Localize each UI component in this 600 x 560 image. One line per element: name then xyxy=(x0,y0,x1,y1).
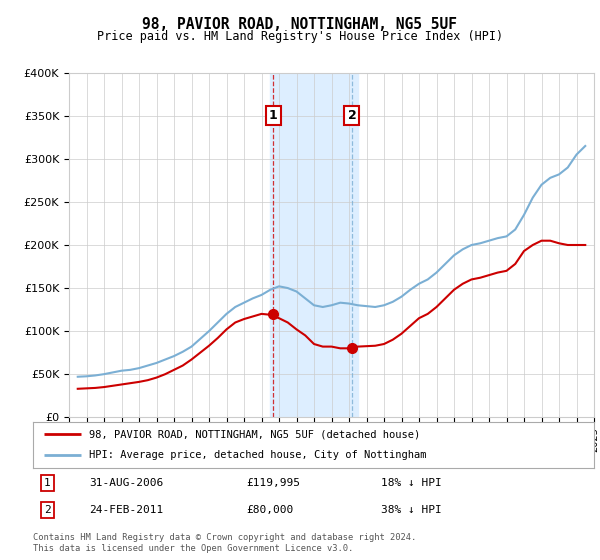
Text: 2: 2 xyxy=(44,505,50,515)
Text: 24-FEB-2011: 24-FEB-2011 xyxy=(89,505,163,515)
Text: £119,995: £119,995 xyxy=(246,478,300,488)
Text: 98, PAVIOR ROAD, NOTTINGHAM, NG5 5UF: 98, PAVIOR ROAD, NOTTINGHAM, NG5 5UF xyxy=(143,17,458,31)
Text: 2: 2 xyxy=(347,109,356,122)
Text: 1: 1 xyxy=(269,109,278,122)
Text: Price paid vs. HM Land Registry's House Price Index (HPI): Price paid vs. HM Land Registry's House … xyxy=(97,30,503,43)
Bar xyxy=(270,73,358,417)
Text: 31-AUG-2006: 31-AUG-2006 xyxy=(89,478,163,488)
Text: 1: 1 xyxy=(44,478,50,488)
Text: Contains HM Land Registry data © Crown copyright and database right 2024.
This d: Contains HM Land Registry data © Crown c… xyxy=(33,533,416,553)
Text: 38% ↓ HPI: 38% ↓ HPI xyxy=(381,505,442,515)
Text: 98, PAVIOR ROAD, NOTTINGHAM, NG5 5UF (detached house): 98, PAVIOR ROAD, NOTTINGHAM, NG5 5UF (de… xyxy=(89,429,421,439)
Text: 18% ↓ HPI: 18% ↓ HPI xyxy=(381,478,442,488)
Text: £80,000: £80,000 xyxy=(246,505,293,515)
Text: HPI: Average price, detached house, City of Nottingham: HPI: Average price, detached house, City… xyxy=(89,450,427,460)
